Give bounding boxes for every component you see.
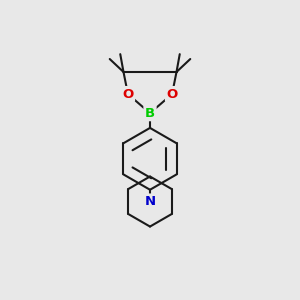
Text: B: B [145, 107, 155, 120]
Text: O: O [167, 88, 178, 100]
Text: O: O [122, 88, 134, 100]
Text: N: N [144, 195, 156, 208]
